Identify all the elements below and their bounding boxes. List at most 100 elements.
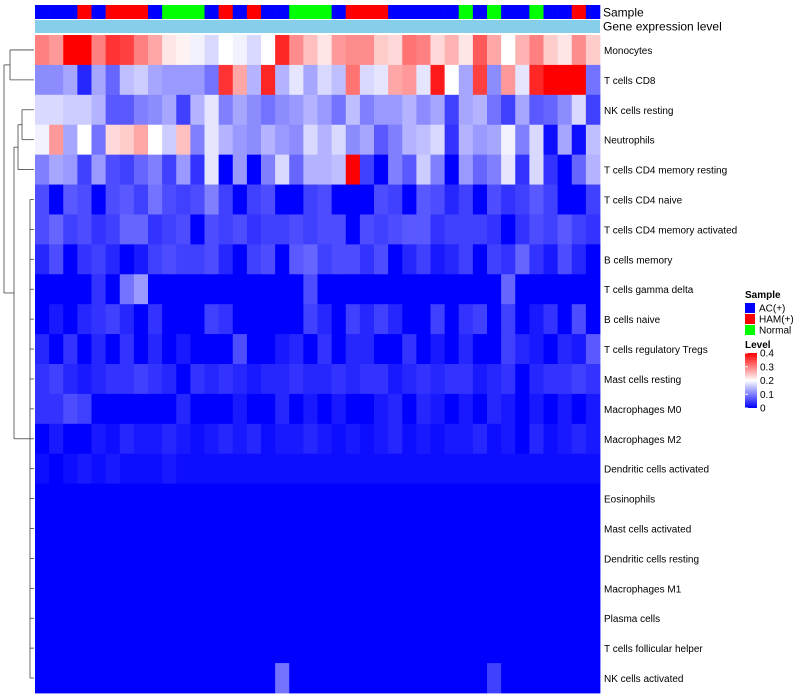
heatmap-cell (416, 304, 431, 335)
heatmap-cell (557, 633, 573, 664)
heatmap-cell (63, 274, 78, 305)
heatmap-cell (487, 663, 502, 694)
heatmap-cell (261, 393, 276, 425)
heatmap-cell (543, 603, 559, 634)
heatmap-cell (275, 423, 290, 455)
heatmap-cell (359, 304, 375, 335)
heatmap-cell (190, 35, 205, 66)
gene-track-label: Gene expression level (603, 20, 722, 34)
heatmap-cell (176, 393, 191, 425)
heatmap-cell (190, 633, 205, 664)
heatmap-cell (133, 244, 149, 275)
heatmap-cell (176, 543, 191, 574)
heatmap-cell (162, 483, 177, 514)
heatmap-cell (345, 543, 361, 574)
heatmap-cell (458, 633, 474, 664)
heatmap-cell (472, 393, 488, 425)
heatmap-cell (35, 513, 50, 544)
heatmap-cell (444, 94, 460, 126)
heatmap-cell (49, 214, 64, 245)
heatmap-cell (162, 513, 177, 544)
heatmap-cell (232, 603, 248, 634)
heatmap-cell (359, 35, 375, 66)
heatmap-cell (91, 184, 107, 215)
heatmap-cell (91, 94, 107, 126)
heatmap-cell (571, 35, 587, 66)
heatmap-cell (402, 633, 417, 664)
heatmap-cell (402, 274, 417, 305)
heatmap-cell (487, 214, 502, 245)
heatmap-cell (585, 184, 601, 215)
heatmap-cell (190, 274, 205, 305)
heatmap-cell (458, 124, 474, 156)
heatmap-cell (515, 603, 530, 634)
heatmap-cell (317, 274, 333, 305)
heatmap-cell (133, 603, 149, 634)
heatmap-cell (35, 154, 50, 185)
heatmap-cell (105, 214, 121, 245)
heatmap-cell (162, 244, 177, 275)
heatmap-cell (444, 603, 460, 634)
heatmap-cell (529, 64, 544, 96)
heatmap-cell (345, 423, 361, 455)
heatmap-cell (402, 663, 417, 694)
heatmap-cell (388, 633, 403, 664)
heatmap-cell (557, 393, 573, 425)
heatmap-cell (402, 94, 417, 126)
heatmap-cell (472, 304, 488, 335)
heatmap-cell (77, 393, 92, 425)
heatmap-cell (487, 244, 502, 275)
heatmap-cell (246, 573, 262, 604)
row-label: Dendritic cells activated (604, 465, 709, 476)
heatmap-cell (105, 573, 121, 604)
heatmap-cell (275, 64, 290, 96)
row-label: T cells gamma delta (604, 285, 694, 296)
heatmap-cell (501, 214, 516, 245)
heatmap-cell (388, 64, 403, 96)
heatmap-cell (571, 543, 587, 574)
heatmap-cell (472, 603, 488, 634)
heatmap-cell (374, 423, 389, 455)
heatmap-cell (289, 304, 304, 335)
heatmap-cell (119, 124, 135, 156)
heatmap-cell (133, 154, 149, 185)
heatmap-cell (571, 304, 587, 335)
heatmap-cell (345, 274, 361, 305)
heatmap-cell (458, 304, 474, 335)
heatmap-cell (91, 573, 107, 604)
heatmap-cell (91, 633, 107, 664)
heatmap-cell (515, 304, 530, 335)
heatmap-cell (374, 633, 389, 664)
heatmap-cell (218, 364, 234, 395)
heatmap-cell (218, 274, 234, 305)
heatmap-cell (218, 423, 234, 455)
heatmap-cell (176, 64, 191, 96)
heatmap-cell (246, 663, 262, 694)
heatmap-cell (49, 154, 64, 185)
level-tick-label: 0 (760, 404, 766, 415)
heatmap-cell (388, 364, 403, 395)
heatmap-cell (402, 453, 417, 485)
heatmap-cell (402, 214, 417, 245)
sample-cell (246, 5, 262, 19)
heatmap-cell (77, 334, 92, 365)
heatmap-cell (232, 64, 248, 96)
heatmap-cell (91, 453, 107, 485)
heatmap-cell (77, 513, 92, 544)
heatmap-cell (246, 364, 262, 395)
heatmap-cell (77, 543, 92, 574)
heatmap-cell (374, 334, 389, 365)
sample-cell (275, 5, 290, 19)
heatmap-cell (261, 663, 276, 694)
heatmap-cell (317, 94, 333, 126)
heatmap-cell (246, 423, 262, 455)
heatmap-cell (430, 573, 446, 604)
heatmap-cell (176, 214, 191, 245)
heatmap-cell (162, 214, 177, 245)
heatmap-cell (571, 94, 587, 126)
heatmap-cell (119, 154, 135, 185)
heatmap-cell (148, 304, 163, 335)
heatmap-cell (571, 244, 587, 275)
heatmap-cell (261, 304, 276, 335)
heatmap-cell (458, 453, 474, 485)
